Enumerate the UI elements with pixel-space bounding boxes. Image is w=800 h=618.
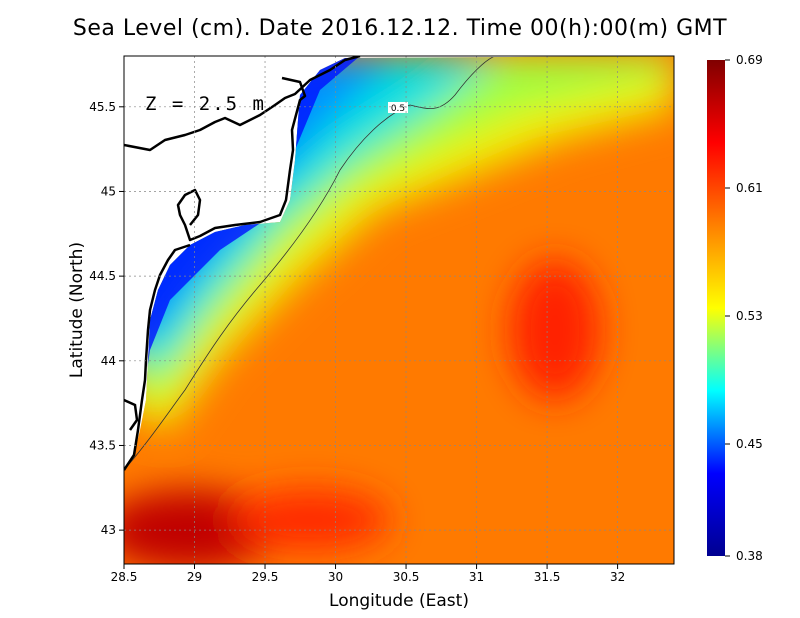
x-tick-label: 30 (328, 570, 343, 584)
y-tick-label: 43 (101, 523, 116, 537)
contour-label: 0.5 (391, 104, 405, 114)
grid (124, 56, 674, 564)
y-tick-label: 43.5 (89, 438, 116, 452)
colorbar-tick-label: 0.38 (736, 549, 763, 563)
colorbar-tick-label: 0.45 (736, 437, 763, 451)
y-axis-label: Latitude (North) (67, 242, 87, 378)
x-tick-label: 29.5 (252, 570, 279, 584)
colorbar-tick-label: 0.69 (736, 53, 763, 67)
colorbar-tick-label: 0.53 (736, 309, 763, 323)
colorbar: 0.69 0.61 0.53 0.45 0.38 (707, 53, 763, 563)
y-tick-label: 44.5 (89, 269, 116, 283)
x-tick-label: 31.5 (534, 570, 561, 584)
plot-area: 0.5 Z = 2.5 m (123, 55, 675, 565)
coastline (124, 56, 361, 471)
y-tick-label: 44 (101, 354, 116, 368)
x-axis-ticks: 28.5 29 29.5 30 30.5 31 31.5 32 (111, 564, 625, 584)
x-tick-label: 30.5 (393, 570, 420, 584)
y-axis-ticks: 43 43.5 44 44.5 45 45.5 (89, 100, 124, 537)
chart-title: Sea Level (cm). Date 2016.12.12. Time 00… (72, 16, 728, 41)
y-tick-label: 45 (101, 184, 116, 198)
colorbar-tick-label: 0.61 (736, 181, 763, 195)
depth-annotation: Z = 2.5 m (145, 93, 266, 115)
x-tick-label: 29 (187, 570, 202, 584)
x-tick-label: 28.5 (111, 570, 138, 584)
contour-0.5 (124, 56, 496, 471)
y-tick-label: 45.5 (89, 100, 116, 114)
x-axis-label: Longitude (East) (329, 591, 469, 611)
x-tick-label: 32 (610, 570, 625, 584)
x-tick-label: 31 (469, 570, 484, 584)
